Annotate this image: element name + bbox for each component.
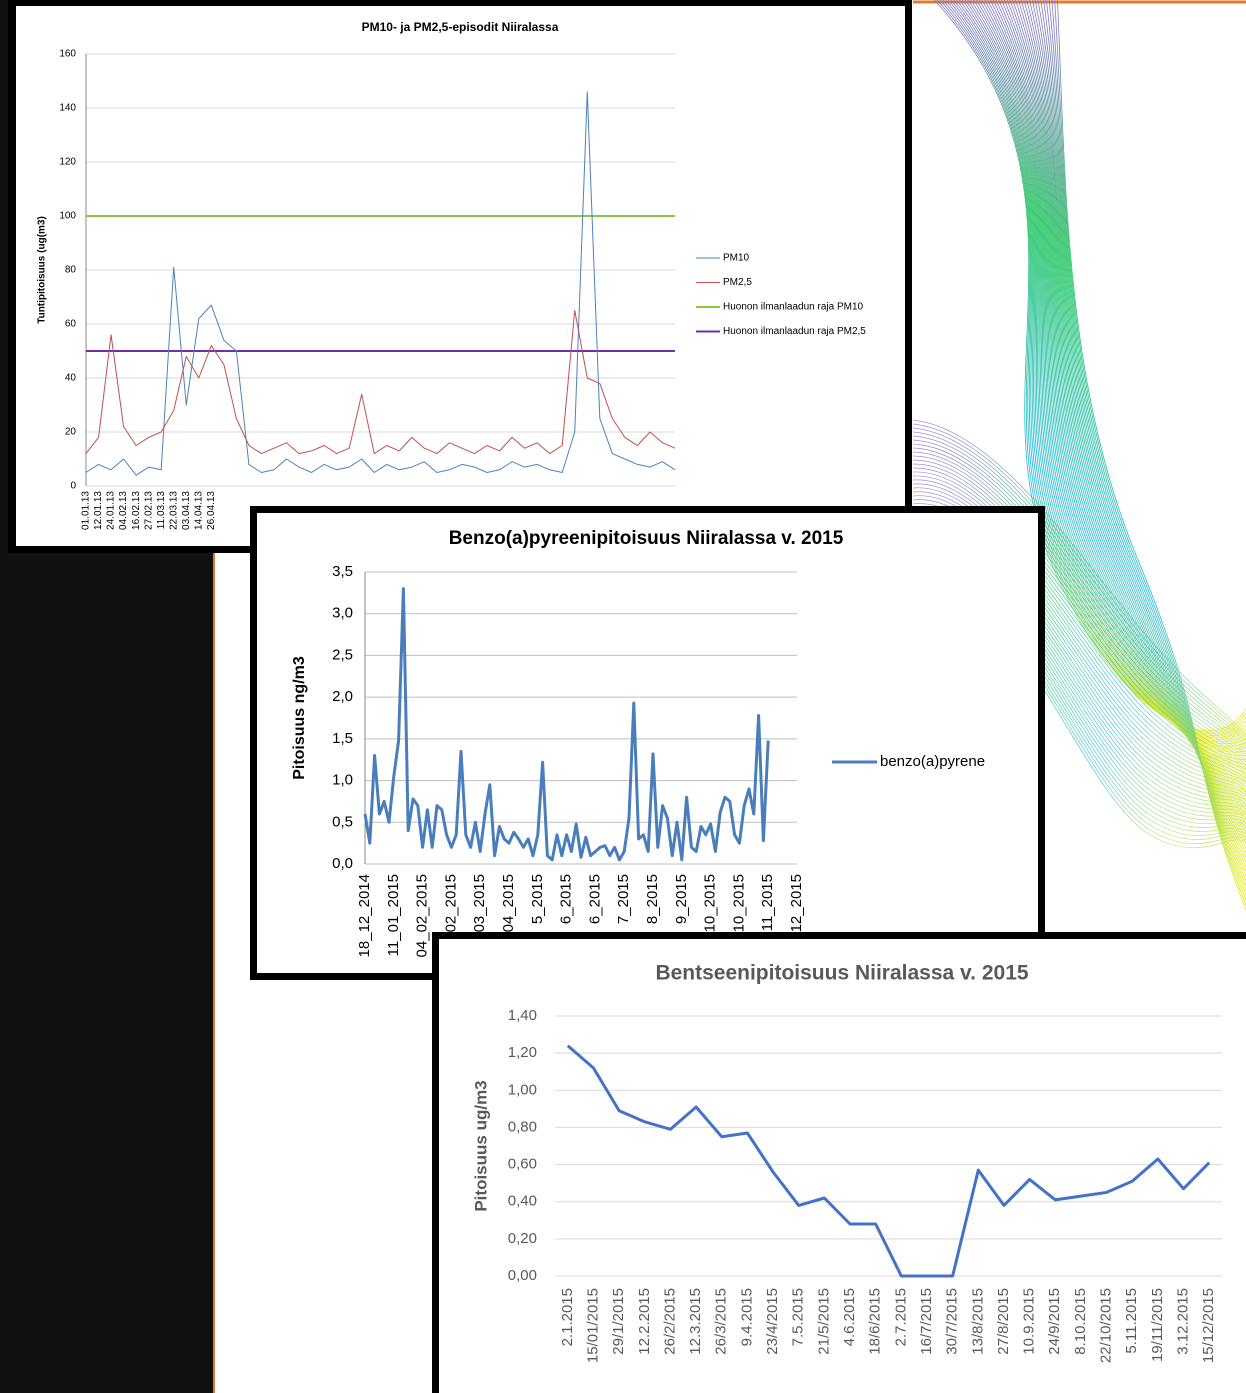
chart-panel: Benzo(a)pyreenipitoisuus Niiralassa v. 2… [250,506,1045,980]
y-axis-label: Pitoisuus ug/m3 [471,1080,490,1211]
chart-panel: Bentseenipitoisuus Niiralassa v. 2015 Pit… [432,932,1246,1393]
y-tick-label: 80 [65,265,77,276]
x-tick-label: 2.1.2015 [559,1288,576,1346]
y-tick-label: 20 [65,427,77,438]
x-tick-label: 30/7/2015 [944,1288,961,1355]
y-axis-label: Pitoisuus ng/m3 [291,656,308,780]
legend-label: PM10 [723,253,750,264]
y-tick-label: 0,60 [508,1156,537,1173]
x-tick-label: 14.04.13 [193,491,204,530]
x-tick-label: 03_2015 [471,874,488,932]
x-tick-label: 16/7/2015 [918,1288,935,1355]
x-tick-label: 2.7.2015 [892,1288,909,1346]
x-tick-label: 9.4.2015 [738,1288,755,1346]
x-tick-label: 3.12.2015 [1174,1288,1191,1355]
screenshot: PM10- ja PM2,5-episodit Niiralassa Tuntip… [0,0,1246,1393]
y-tick-label: 0,0 [332,855,353,872]
y-tick-label: 3,0 [332,605,353,622]
x-tick-label: 18/6/2015 [867,1288,884,1355]
y-axis-label: Tuntipitoisuus (ug(m3) [37,216,48,324]
x-tick-label: 18_12_2014 [356,874,373,957]
x-tick-label: 24/9/2015 [1046,1288,1063,1355]
y-tick-label: 140 [59,103,76,114]
y-tick-label: 2,0 [332,688,353,705]
y-tick-label: 1,00 [508,1081,537,1098]
y-tick-label: 0 [70,481,76,492]
y-tick-label: 40 [65,373,77,384]
x-tick-label: 21/5/2015 [815,1288,832,1355]
x-tick-label: 7.5.2015 [790,1288,807,1346]
y-tick-label: 2,5 [332,646,353,663]
x-tick-label: 22.03.13 [168,491,179,530]
wave-line [1042,0,1246,895]
x-tick-label: 12.01.13 [93,491,104,530]
y-tick-label: 1,5 [332,730,353,747]
y-tick-label: 0,20 [508,1230,537,1247]
x-tick-label: 11_2015 [759,874,776,931]
y-tick-label: 160 [59,49,76,60]
x-tick-label: 12.3.2015 [687,1288,704,1355]
chart-title: PM10- ja PM2,5-episodit Niiralassa [362,20,559,34]
y-tick-label: 0,00 [508,1267,537,1284]
x-tick-label: 27/8/2015 [995,1288,1012,1355]
y-tick-label: 120 [59,157,76,168]
y-tick-label: 0,80 [508,1118,537,1135]
x-tick-label: 15/12/2015 [1200,1288,1217,1363]
x-tick-label: 12_2015 [788,874,805,932]
x-tick-label: 04.02.13 [118,491,129,530]
chart-title: Benzo(a)pyreenipitoisuus Niiralassa v. 2… [449,528,844,549]
x-tick-label: 27.02.13 [143,491,154,530]
x-tick-label: 7_2015 [615,874,632,924]
x-tick-label: 11_01_2015 [385,874,402,956]
y-tick-label: 3,5 [332,563,353,580]
x-tick-label: 6_2015 [558,874,575,924]
x-tick-label: 24.01.13 [106,491,117,530]
y-tick-label: 60 [65,319,77,330]
x-tick-label: 04_2015 [500,874,517,932]
chart-panel: PM10- ja PM2,5-episodit Niiralassa Tuntip… [8,0,912,553]
x-tick-label: 8_2015 [644,874,661,924]
x-tick-label: 26/2/2015 [661,1288,678,1355]
wave-line [1045,0,1246,900]
x-tick-label: 10.9.2015 [1021,1288,1038,1355]
legend-label: Huonon ilmanlaadun raja PM2,5 [723,326,866,337]
chart-title: Bentseenipitoisuus Niiralassa v. 2015 [655,962,1028,985]
x-tick-label: 01.01.13 [81,491,92,530]
x-tick-label: 29/1/2015 [610,1288,627,1355]
x-tick-label: 26.04.13 [206,491,217,530]
y-tick-label: 0,5 [332,813,353,830]
x-tick-label: 02_2015 [442,874,459,932]
x-tick-label: 23/4/2015 [764,1288,781,1355]
y-tick-label: 1,40 [508,1007,537,1024]
x-tick-label: 26/3/2015 [713,1288,730,1355]
x-tick-label: 16.02.13 [131,491,142,530]
x-tick-label: 4.6.2015 [841,1288,858,1346]
x-tick-label: 5_2015 [529,874,546,924]
x-tick-label: 22/10/2015 [1098,1288,1115,1363]
x-tick-label: 10_2015 [702,874,719,932]
x-tick-label: 04_02_2015 [414,874,431,957]
legend-label: PM2,5 [723,277,752,288]
wave-line [1048,0,1246,905]
x-tick-label: 11.03.13 [156,491,167,530]
x-tick-label: 9_2015 [673,874,690,924]
x-tick-label: 19/11/2015 [1149,1288,1166,1362]
x-tick-label: 03.04.13 [181,491,192,530]
y-tick-label: 0,40 [508,1193,537,1210]
legend-label: Huonon ilmanlaadun raja PM10 [723,302,864,313]
x-tick-label: 10_2015 [730,874,747,932]
y-tick-label: 1,20 [508,1044,537,1061]
x-tick-label: 13/8/2015 [969,1288,986,1355]
y-tick-label: 100 [59,211,76,222]
x-tick-label: 6_2015 [586,874,603,924]
x-tick-label: 8.10.2015 [1072,1288,1089,1355]
y-tick-label: 1,0 [332,772,353,789]
x-tick-label: 12.2.2015 [636,1288,653,1355]
legend-label: benzo(a)pyrene [880,753,985,770]
x-tick-label: 15/01/2015 [584,1288,601,1363]
x-tick-label: 5.11.2015 [1123,1288,1140,1354]
